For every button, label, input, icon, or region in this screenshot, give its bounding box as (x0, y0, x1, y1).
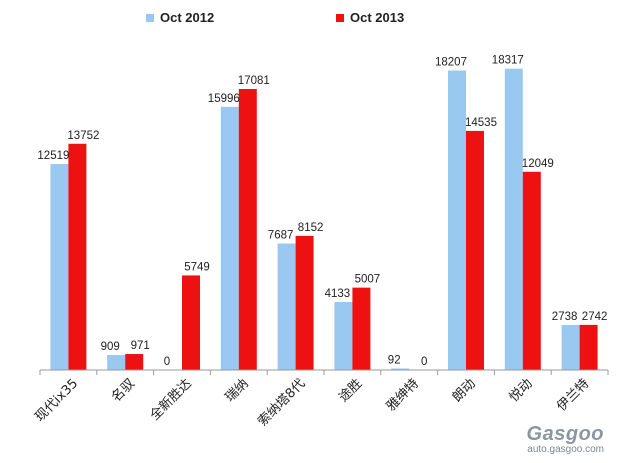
category-label-3: 全新胜达 (147, 376, 195, 424)
value-label-series2-2: 971 (131, 340, 150, 352)
category-label-4: 瑞纳 (223, 376, 252, 405)
value-label-series1-10: 2738 (552, 311, 578, 323)
category-labels-group: 现代ix35 名驭 全新胜达 瑞纳 索纳塔8代 途胜 雅绅特 朗动 悦动 伊兰特 (33, 376, 593, 430)
bar-series2-1 (68, 143, 87, 370)
value-label-series1-8: 18207 (435, 56, 467, 68)
legend-swatch-series-1 (146, 13, 154, 22)
value-label-series2-6: 5007 (355, 274, 381, 286)
value-label-series1-9: 18317 (492, 55, 524, 67)
bar-series2-4 (238, 89, 257, 370)
value-label-series1-7: 92 (388, 354, 401, 366)
bar-series1-10 (561, 324, 580, 370)
value-labels-group: 12519 13752 909 971 0 5749 15996 17081 7687 8152 4… (37, 55, 607, 368)
category-label-7: 雅绅特 (384, 376, 422, 414)
bar-series1-7 (391, 368, 410, 370)
bar-series1-4 (220, 106, 239, 371)
bar-series1-5 (277, 243, 296, 370)
value-label-series2-7: 0 (421, 356, 427, 368)
legend-label-series-2: Oct 2013 (350, 10, 405, 25)
bar-series2-3 (182, 275, 200, 370)
category-label-5: 索纳塔8代 (255, 376, 308, 429)
bar-series2-5 (295, 235, 314, 370)
value-label-series2-9: 12049 (522, 158, 554, 170)
value-label-series2-4: 17081 (238, 75, 270, 87)
value-label-series2-8: 14535 (465, 117, 497, 129)
legend-item-series-1: Oct 2012 (146, 10, 214, 25)
value-label-series2-5: 8152 (298, 222, 324, 234)
bars-group (50, 68, 598, 371)
value-label-series2-10: 2742 (582, 311, 608, 323)
category-label-10: 伊兰特 (554, 376, 592, 414)
bar-series1-6 (334, 302, 353, 370)
bar-series2-9 (522, 171, 541, 370)
category-label-6: 途胜 (336, 376, 366, 406)
watermark: Gasgoo auto.gasgoo.com (527, 423, 604, 455)
bar-series2-6 (352, 287, 371, 370)
watermark-url: auto.gasgoo.com (527, 444, 604, 455)
bar-series1-1 (50, 164, 69, 370)
value-label-series2-1: 13752 (67, 130, 99, 142)
value-label-series1-6: 4133 (325, 288, 351, 300)
bar-series2-10 (579, 324, 598, 370)
value-label-series1-2: 909 (101, 341, 120, 353)
value-label-series2-3: 5749 (184, 261, 210, 273)
legend-item-series-2: Oct 2013 (336, 10, 404, 25)
legend-label-series-1: Oct 2012 (160, 10, 215, 25)
bar-series2-2 (125, 354, 144, 370)
value-label-series1-3: 0 (164, 356, 170, 368)
category-label-2: 名驭 (108, 376, 138, 406)
bar-series1-8 (448, 70, 466, 371)
value-label-series1-5: 7687 (268, 230, 294, 242)
value-label-series1-4: 15996 (208, 93, 240, 105)
bar-series1-9 (504, 68, 523, 370)
bar-series1-2 (107, 355, 126, 370)
bar-series2-8 (466, 130, 484, 370)
value-label-series1-1: 12519 (37, 150, 69, 162)
x-ticks-group (39, 370, 609, 375)
category-label-9: 悦动 (507, 376, 536, 405)
category-label-1: 现代ix35 (33, 376, 82, 425)
category-label-8: 朗动 (450, 376, 479, 405)
watermark-logo: Gasgoo (526, 423, 604, 445)
legend-swatch-series-2 (336, 13, 344, 22)
